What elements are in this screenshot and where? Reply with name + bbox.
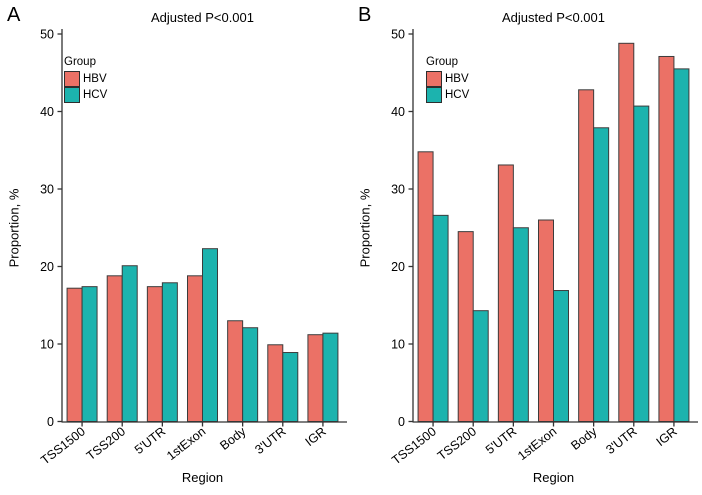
panel-b: B Adjusted P<0.001 Proportion, % 0 10 20 30…: [351, 0, 702, 495]
panel-a: A Adjusted P<0.001 Proportion, % 0 10 20 30…: [7, 4, 347, 485]
bar-hcv-IGR: [673, 68, 690, 422]
y-tick-label: 0: [47, 415, 54, 429]
bar-hcv-TSS200: [121, 265, 138, 422]
legend-item-hcv: HCV: [426, 87, 469, 103]
x-tick-label-1stExon: 1stExon: [164, 424, 208, 463]
x-tick-label-1stExon: 1stExon: [515, 424, 559, 463]
y-tick-label: 50: [40, 28, 54, 42]
y-tick-label: 10: [391, 338, 405, 352]
bar-hcv-5'UTR: [512, 227, 529, 422]
bar-hbv-Body: [227, 320, 244, 422]
x-tick-label-3'UTR: 3'UTR: [252, 424, 288, 457]
bar-hcv-TSS200: [472, 310, 489, 422]
bar-hcv-IGR: [322, 332, 339, 422]
x-axis-title: Region: [181, 470, 224, 485]
legend-label-hbv: HBV: [445, 73, 469, 85]
legend-swatch-hcv: [426, 87, 442, 103]
x-tick-label-TSS200: TSS200: [435, 424, 479, 463]
y-tick-label: 20: [40, 260, 54, 274]
bar-hbv-IGR: [658, 55, 675, 422]
legend-item-hbv: HBV: [64, 71, 107, 87]
bar-hcv-3'UTR: [282, 352, 299, 422]
y-tick-label: 30: [40, 183, 54, 197]
x-tick-label-TSS1500: TSS1500: [38, 424, 88, 467]
bar-hbv-IGR: [307, 334, 324, 423]
y-tick-label: 30: [391, 183, 405, 197]
y-tick-label: 10: [40, 338, 54, 352]
bar-hbv-5'UTR: [146, 286, 163, 422]
bar-hbv-5'UTR: [497, 164, 514, 422]
legend-item-hbv: HBV: [426, 71, 469, 87]
x-tick-label-5'UTR: 5'UTR: [483, 424, 519, 457]
legend: Group HBV HCV: [426, 56, 469, 103]
bar-hbv-TSS1500: [417, 151, 434, 423]
bar-hcv-5'UTR: [161, 282, 178, 422]
bar-hbv-TSS1500: [66, 287, 83, 423]
legend-item-hcv: HCV: [64, 87, 107, 103]
legend-swatch-hbv: [426, 71, 442, 87]
y-tick-label: 50: [391, 28, 405, 42]
bar-hbv-TSS200: [457, 231, 474, 422]
y-tick-label: 40: [40, 105, 54, 119]
y-tick-label: 40: [391, 105, 405, 119]
bar-hbv-3'UTR: [618, 42, 635, 423]
x-tick-label-3'UTR: 3'UTR: [603, 424, 639, 457]
legend-label-hcv: HCV: [83, 89, 108, 101]
x-tick-label-5'UTR: 5'UTR: [132, 424, 168, 457]
x-axis-title: Region: [532, 470, 575, 485]
y-tick-label: 0: [398, 415, 405, 429]
legend-swatch-hcv: [64, 87, 80, 103]
x-tick-label-IGR: IGR: [654, 424, 680, 449]
panel-letter-a: A: [7, 4, 21, 26]
legend: Group HBV HCV: [64, 56, 107, 103]
plot-title: Adjusted P<0.001: [502, 10, 605, 25]
x-tick-label-TSS200: TSS200: [84, 424, 128, 463]
x-tick-label-Body: Body: [568, 424, 600, 453]
bar-hcv-1stExon: [553, 290, 569, 422]
bar-hcv-Body: [242, 327, 259, 423]
x-tick-label-TSS1500: TSS1500: [389, 424, 439, 467]
y-tick-label: 20: [391, 260, 405, 274]
plot-title: Adjusted P<0.001: [151, 10, 254, 25]
bar-hcv-1stExon: [202, 248, 218, 422]
x-tick-label-IGR: IGR: [303, 424, 329, 449]
bar-hcv-Body: [593, 127, 610, 423]
bar-hbv-1stExon: [538, 219, 554, 422]
bar-hbv-Body: [578, 89, 595, 423]
bar-hbv-TSS200: [106, 275, 123, 422]
legend-swatch-hbv: [64, 71, 80, 87]
legend-title: Group: [426, 56, 458, 68]
legend-label-hbv: HBV: [83, 73, 107, 85]
bar-hbv-3'UTR: [267, 344, 284, 422]
bar-hcv-TSS1500: [432, 214, 449, 422]
bar-hcv-3'UTR: [633, 105, 650, 422]
panel-letter-b: B: [358, 4, 372, 26]
legend-title: Group: [64, 56, 96, 68]
x-tick-label-Body: Body: [217, 424, 249, 453]
bar-hcv-TSS1500: [81, 286, 98, 422]
legend-label-hcv: HCV: [445, 89, 470, 101]
bar-hbv-1stExon: [187, 275, 203, 422]
